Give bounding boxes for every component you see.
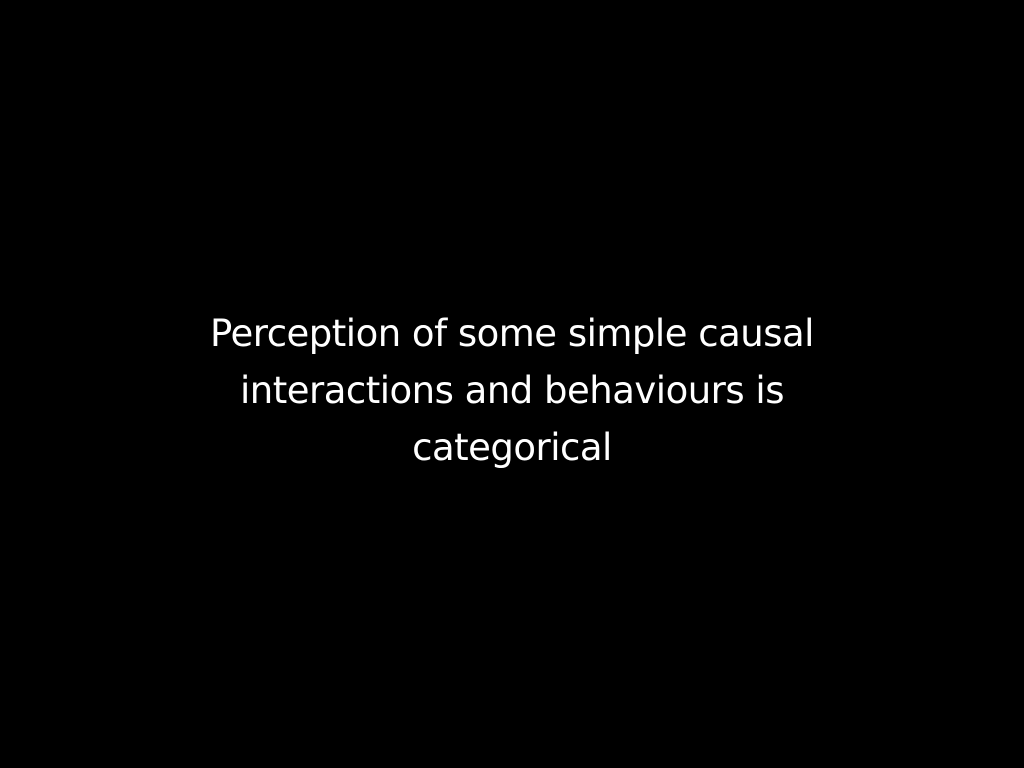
slide-title: Perception of some simple causal interac… <box>0 305 1024 476</box>
slide-title-line-1: Perception of some simple causal <box>210 312 814 355</box>
slide-title-line-3: categorical <box>412 426 612 469</box>
slide-title-line-2: interactions and behaviours is <box>240 369 784 412</box>
